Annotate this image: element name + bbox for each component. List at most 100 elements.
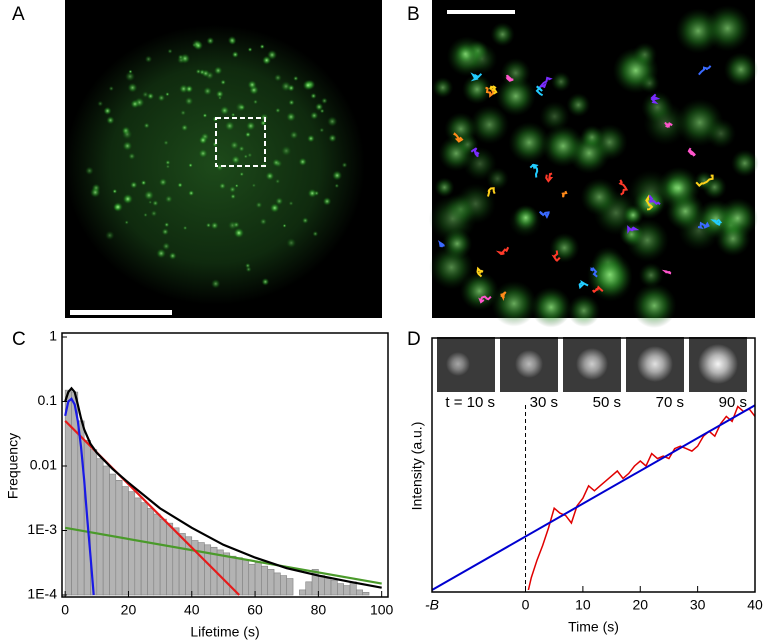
thumbnail-spot xyxy=(576,348,608,380)
spot xyxy=(269,202,280,213)
trajectory xyxy=(539,210,550,219)
trajectory xyxy=(489,85,498,95)
histogram-bar xyxy=(254,562,262,596)
histogram-bar xyxy=(280,575,288,596)
fit-curve xyxy=(64,386,382,589)
spot xyxy=(165,159,171,166)
spot xyxy=(213,66,223,75)
spot xyxy=(215,89,224,99)
spot xyxy=(286,111,297,122)
y-tick-label: 0.1 xyxy=(38,392,58,408)
histogram-bar xyxy=(324,578,332,596)
trajectory xyxy=(710,218,723,226)
spot xyxy=(144,55,153,63)
spot xyxy=(122,140,133,151)
spot xyxy=(259,217,268,226)
x-axis-title: Time (s) xyxy=(568,619,619,635)
spot xyxy=(454,43,476,65)
spot xyxy=(158,177,168,187)
spot xyxy=(549,232,580,263)
histogram-bar xyxy=(178,533,186,596)
spot xyxy=(156,248,167,259)
spot xyxy=(293,75,299,82)
spot xyxy=(129,181,138,189)
spot xyxy=(541,124,585,168)
spot xyxy=(112,188,118,194)
spot xyxy=(103,106,112,116)
histogram-bar xyxy=(273,572,281,596)
histogram-bar xyxy=(299,589,307,596)
trajectory xyxy=(561,190,568,198)
spot xyxy=(288,200,294,206)
spot xyxy=(198,135,208,145)
spot xyxy=(301,217,309,224)
y-tick-label: 0.01 xyxy=(30,457,57,473)
trajectory xyxy=(645,194,654,211)
thumbnail-label: 50 s xyxy=(593,394,621,411)
spot xyxy=(235,101,246,113)
spot xyxy=(275,178,281,184)
spot xyxy=(206,36,215,45)
trajectory xyxy=(535,85,544,97)
spot xyxy=(288,99,295,106)
trajectory xyxy=(545,172,554,183)
x-tick-label: 40 xyxy=(747,597,763,613)
trajectory xyxy=(487,187,496,197)
spot xyxy=(247,152,253,158)
spot xyxy=(255,201,263,209)
spot xyxy=(229,140,240,150)
spot xyxy=(334,183,340,189)
panel-label: A xyxy=(12,4,25,25)
spot xyxy=(210,278,221,289)
thumbnail-label: 30 s xyxy=(530,394,558,411)
spot xyxy=(508,121,550,164)
trajectory xyxy=(698,65,712,76)
spot xyxy=(205,222,212,228)
spot xyxy=(143,189,155,201)
trajectory xyxy=(661,269,672,275)
spot xyxy=(657,166,701,210)
spot xyxy=(218,182,227,190)
spot xyxy=(259,44,265,50)
trajectory xyxy=(591,285,604,294)
spot xyxy=(486,167,509,191)
trajectory xyxy=(437,240,445,248)
trajectory xyxy=(529,163,539,178)
panel-label: D xyxy=(407,329,421,350)
spot xyxy=(127,82,138,93)
spot xyxy=(108,85,114,92)
histogram-bar xyxy=(235,557,243,596)
spot xyxy=(530,286,572,328)
spot xyxy=(252,99,259,105)
trajectory xyxy=(664,121,673,129)
spot xyxy=(245,120,256,131)
x-tick-label: 0 xyxy=(61,602,69,618)
spot xyxy=(341,162,348,169)
spot xyxy=(233,227,245,239)
histogram-bar xyxy=(134,497,142,596)
spot xyxy=(234,183,239,188)
trajectory xyxy=(495,246,510,256)
spots xyxy=(85,35,348,289)
x-tick-label: 30 xyxy=(690,597,706,613)
x-tick-label: -B xyxy=(425,597,439,613)
spot xyxy=(500,57,531,89)
spot xyxy=(306,134,316,143)
spot xyxy=(167,48,173,54)
spot xyxy=(177,182,183,188)
x-tick-label: 20 xyxy=(632,597,648,613)
spot xyxy=(705,118,737,149)
trajectory xyxy=(627,225,640,234)
spot xyxy=(444,112,478,146)
thumbnail-label: 70 s xyxy=(656,394,684,411)
spot xyxy=(275,107,281,114)
x-tick-label: 10 xyxy=(575,597,591,613)
spot xyxy=(164,194,173,204)
histogram-bar xyxy=(140,502,148,596)
spot xyxy=(219,105,230,116)
spot xyxy=(130,99,140,109)
spot xyxy=(143,212,148,218)
spot xyxy=(97,100,104,107)
trajectory xyxy=(500,291,507,301)
spot xyxy=(580,178,619,217)
